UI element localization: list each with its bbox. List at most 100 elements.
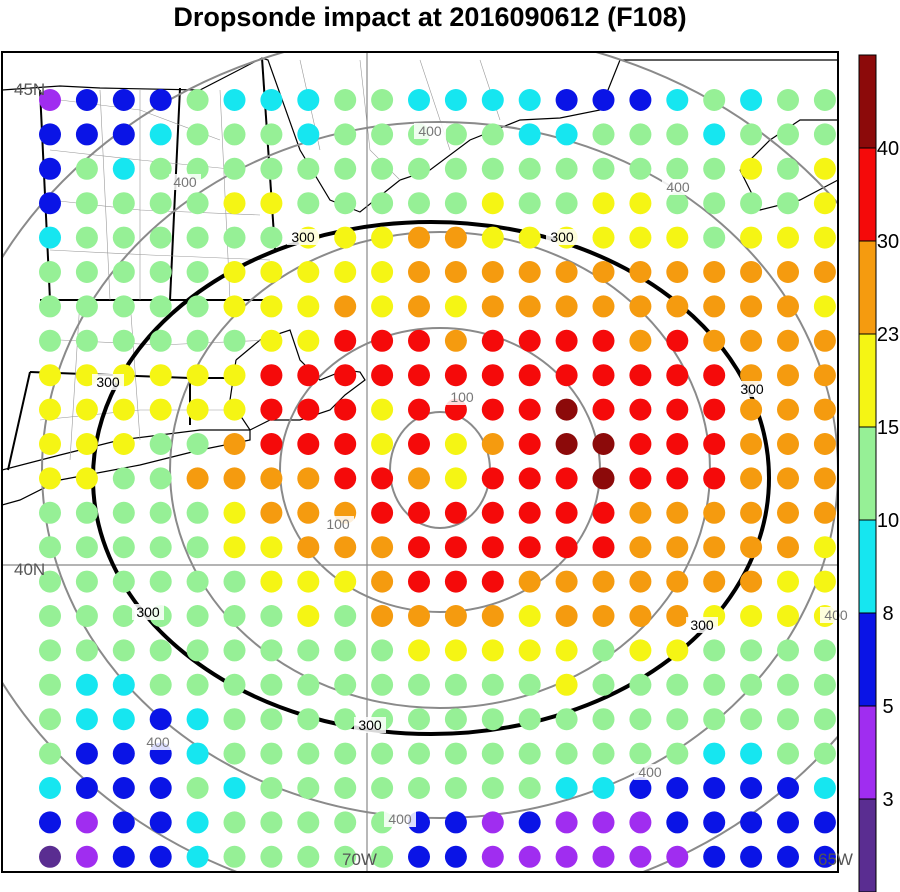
- impact-dot: [223, 329, 246, 352]
- impact-dot: [629, 845, 652, 868]
- impact-dot: [703, 501, 726, 524]
- colorbar-label: 3: [882, 789, 893, 811]
- impact-dot: [371, 398, 394, 421]
- impact-dot: [518, 261, 541, 283]
- impact-dot: [260, 536, 283, 559]
- impact-dot: [112, 845, 135, 868]
- impact-dot: [75, 639, 98, 662]
- impact-dot: [481, 605, 504, 627]
- impact-dot: [186, 639, 209, 662]
- impact-dot: [149, 226, 172, 249]
- impact-dot: [740, 536, 763, 559]
- impact-dot: [777, 364, 799, 387]
- impact-dot: [518, 226, 541, 249]
- contour-label-bg: [142, 734, 174, 750]
- impact-dot: [444, 673, 467, 696]
- lon-label-65w: 65W: [818, 850, 853, 869]
- impact-dot: [518, 295, 541, 318]
- impact-dot: [75, 226, 98, 249]
- contour-label-bg: [322, 516, 354, 532]
- impact-dot: [39, 811, 61, 834]
- impact-dot: [592, 536, 615, 559]
- impact-dot: [112, 157, 135, 180]
- impact-dot: [334, 570, 357, 593]
- impact-dot: [260, 364, 283, 387]
- impact-dot: [112, 467, 135, 490]
- impact-dot: [112, 329, 135, 352]
- impact-dot: [629, 811, 652, 834]
- impact-dot: [334, 398, 357, 421]
- impact-dot: [149, 123, 172, 146]
- impact-dot: [371, 364, 394, 387]
- impact-dot: [592, 639, 615, 662]
- impact-dot: [260, 398, 283, 421]
- impact-dot: [334, 192, 357, 215]
- impact-dot: [334, 89, 357, 111]
- impact-dot: [112, 261, 135, 283]
- contour-label-bg: [414, 123, 446, 139]
- impact-dot: [629, 708, 652, 731]
- impact-dot: [777, 261, 799, 283]
- colorbar-label: 40: [877, 138, 899, 160]
- impact-dot: [813, 295, 836, 318]
- impact-dot: [703, 123, 726, 146]
- contour-label: 300: [550, 229, 574, 245]
- impact-dot: [740, 226, 763, 249]
- contour-label-bg: [287, 229, 319, 245]
- impact-dot: [740, 708, 763, 731]
- impact-dot: [186, 295, 209, 318]
- impact-dot: [334, 123, 357, 146]
- impact-dot: [223, 364, 246, 387]
- impact-dot: [592, 261, 615, 283]
- impact-dot: [813, 123, 836, 146]
- contour-line: [279, 327, 601, 613]
- impact-dot: [186, 811, 209, 834]
- impact-dot: [592, 398, 615, 421]
- impact-dot: [444, 192, 467, 215]
- impact-dot: [629, 89, 652, 111]
- impact-dot: [297, 639, 320, 662]
- colorbar-segment: [858, 519, 877, 614]
- impact-dot: [666, 398, 689, 421]
- impact-dot: [39, 261, 61, 283]
- impact-dot: [666, 329, 689, 352]
- impact-dot: [813, 364, 836, 387]
- impact-dot: [39, 398, 61, 421]
- impact-dot: [629, 261, 652, 283]
- impact-dot: [740, 639, 763, 662]
- impact-dots: [39, 89, 836, 868]
- impact-dot: [149, 673, 172, 696]
- impact-dot: [481, 329, 504, 352]
- impact-dot: [666, 123, 689, 146]
- impact-dot: [740, 673, 763, 696]
- impact-dot: [592, 433, 615, 455]
- impact-dot: [112, 433, 135, 455]
- impact-dot: [444, 501, 467, 524]
- impact-dot: [408, 364, 430, 387]
- impact-dot: [481, 295, 504, 318]
- impact-dot: [555, 811, 578, 834]
- impact-dot: [408, 226, 430, 249]
- impact-dot: [444, 536, 467, 559]
- impact-dot: [703, 845, 726, 868]
- impact-dot: [740, 364, 763, 387]
- impact-dot: [186, 845, 209, 868]
- impact-dot: [112, 89, 135, 111]
- impact-dot: [149, 467, 172, 490]
- impact-dot: [629, 467, 652, 490]
- impact-dot: [408, 708, 430, 731]
- impact-dot: [777, 845, 799, 868]
- colorbar-label: 30: [877, 231, 899, 253]
- impact-dot: [260, 501, 283, 524]
- impact-dot: [444, 570, 467, 593]
- impact-dot: [703, 295, 726, 318]
- contour-label-bg: [736, 381, 768, 397]
- impact-dot: [223, 433, 246, 455]
- impact-dot: [408, 845, 430, 868]
- impact-dot: [813, 157, 836, 180]
- impact-dot: [149, 89, 172, 111]
- impact-dot: [149, 639, 172, 662]
- impact-dot: [297, 261, 320, 283]
- impact-dot: [297, 845, 320, 868]
